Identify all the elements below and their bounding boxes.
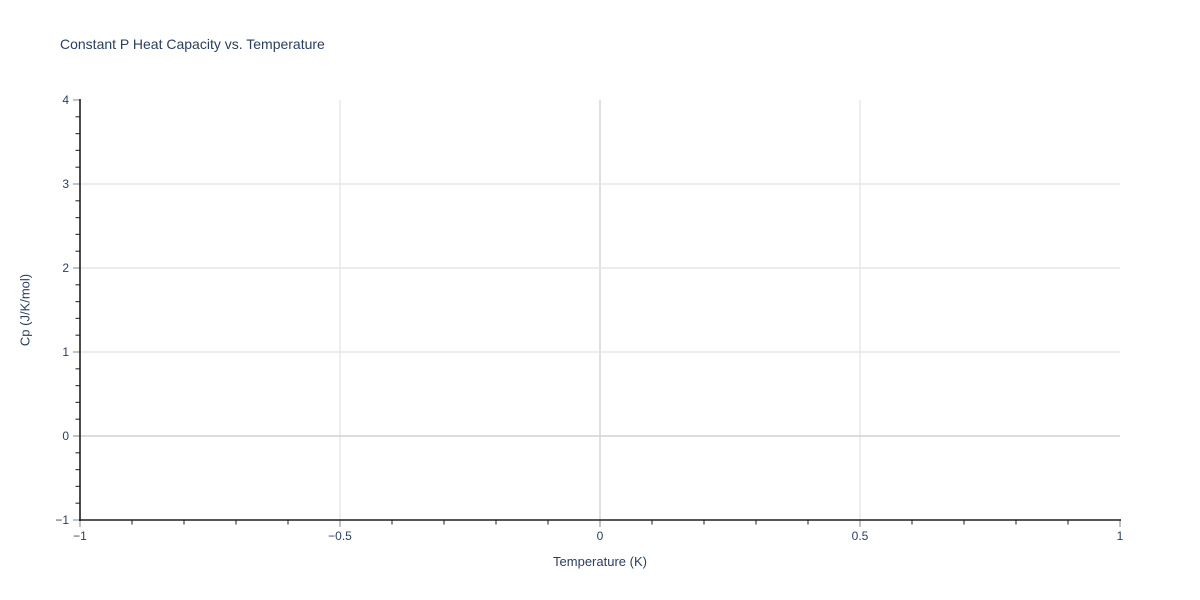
x-tick-label: 0.5 bbox=[852, 529, 869, 543]
y-tick-label: 2 bbox=[62, 261, 69, 275]
y-axis-label: Cp (J/K/mol) bbox=[17, 273, 33, 347]
x-tick-label: −0.5 bbox=[328, 529, 352, 543]
y-tick-label: −1 bbox=[55, 513, 69, 527]
y-tick-label: 1 bbox=[62, 345, 69, 359]
x-tick-label: 1 bbox=[1117, 529, 1124, 543]
chart-title: Constant P Heat Capacity vs. Temperature bbox=[60, 36, 325, 52]
y-tick-label: 0 bbox=[62, 429, 69, 443]
y-tick-label: 3 bbox=[62, 177, 69, 191]
x-axis-label: Temperature (K) bbox=[553, 554, 647, 569]
x-tick-label: −1 bbox=[73, 529, 87, 543]
y-tick-label: 4 bbox=[62, 93, 69, 107]
x-tick-label: 0 bbox=[597, 529, 604, 543]
